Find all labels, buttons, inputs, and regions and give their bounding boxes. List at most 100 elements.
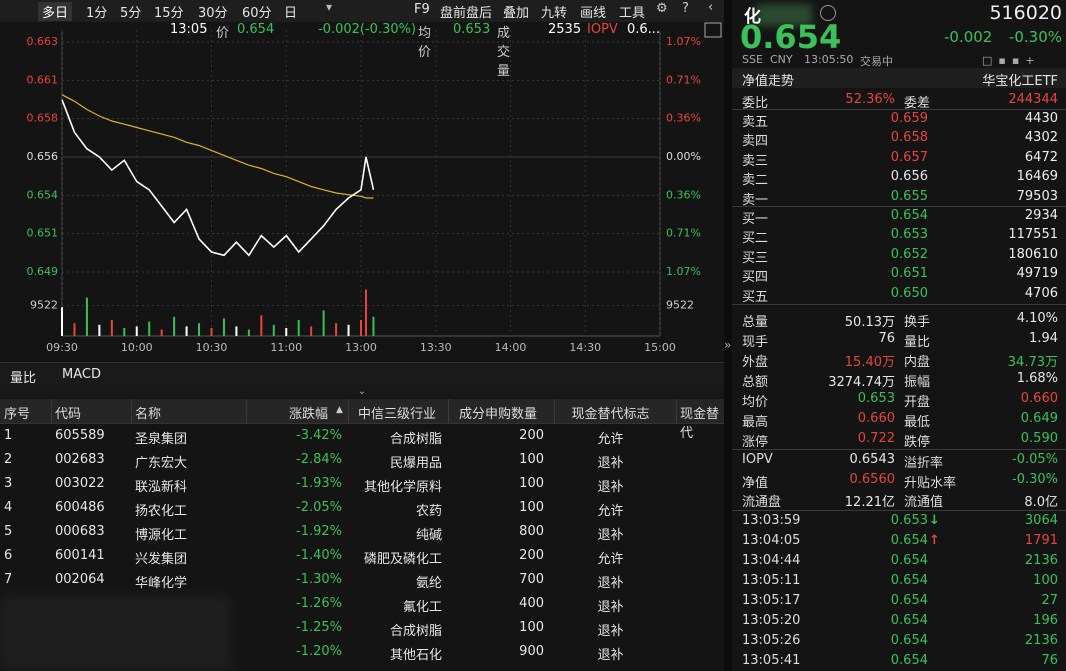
tool-button[interactable]: 工具 [619, 6, 646, 21]
table-cell: -2.84% [296, 452, 342, 467]
trade-time: 13:05:20 [742, 613, 801, 628]
order-book-row: 买四 0.651 49719 [732, 264, 1066, 285]
y2-tick-label: 0.36% [666, 111, 701, 124]
indicator-tab[interactable]: 量比 [10, 371, 37, 386]
stat-label: 跌停 [904, 435, 931, 450]
nav-tab[interactable]: 净值走势 [742, 74, 795, 89]
y-tick-label: 0.661 [27, 73, 59, 86]
table-cell: 圣泉集团 [135, 432, 188, 447]
panel-icons[interactable]: □▪▪+ [982, 54, 1041, 67]
x-tick-label: 13:00 [345, 341, 377, 354]
trade-row: 13:05:17 0.654 27 [732, 591, 1066, 611]
trade-price: 0.654 [890, 613, 928, 628]
table-header: 序号 代码 名称 涨跌幅 中信三级行业 成分申购数量 现金替代标志 现金替代 ▲ [0, 399, 724, 441]
tool-button[interactable]: 九转 [541, 6, 568, 21]
stat-value: 244344 [1008, 92, 1058, 107]
column-header[interactable]: 代码 [55, 407, 82, 422]
order-book-row: 买一 0.654 2934 [732, 206, 1066, 227]
trade-time: 13:05:11 [742, 573, 801, 588]
level-price: 0.656 [890, 169, 928, 185]
info-icon[interactable] [820, 5, 836, 21]
dropdown-icon[interactable]: ▾ [326, 0, 333, 14]
collapse-toggle[interactable]: ⌄ [0, 386, 724, 398]
column-header[interactable]: 现金替代 [680, 407, 720, 441]
period-tab[interactable]: 60分 [242, 6, 272, 21]
period-tab[interactable]: 30分 [198, 6, 228, 21]
column-header[interactable]: 现金替代标志 [571, 407, 650, 422]
x-tick-label: 14:30 [569, 341, 601, 354]
tool-button[interactable]: F9 [414, 2, 430, 17]
table-cell: 700 [519, 572, 544, 587]
trade-row: 13:05:26 0.654 2136 [732, 631, 1066, 651]
level-volume: 49719 [1016, 266, 1058, 282]
x-tick-label: 10:00 [121, 341, 153, 354]
stat-row: 最高 0.660 最低 0.649 [732, 409, 1066, 430]
table-cell: 200 [519, 548, 544, 563]
stat-value: 0.660 [1020, 391, 1058, 406]
stat-row: 现手 76 量比 1.94 [732, 329, 1066, 350]
trade-direction: ↓ [929, 513, 940, 528]
table-cell: 退补 [597, 480, 624, 495]
tool-button[interactable]: 叠加 [503, 6, 530, 21]
sort-icon[interactable]: ▲ [336, 405, 343, 415]
close-icon[interactable]: ‹ [708, 0, 714, 15]
trade-volume: 2136 [1024, 553, 1058, 568]
stat-value: 0.590 [1020, 431, 1058, 446]
x-tick-label: 14:00 [495, 341, 527, 354]
column-header[interactable]: 序号 [4, 407, 31, 422]
column-header[interactable]: 涨跌幅 [288, 407, 328, 422]
volume-bar [135, 326, 138, 336]
quote-avg: 0.653 [453, 22, 491, 37]
x-tick-label: 13:30 [420, 341, 452, 354]
period-tab[interactable]: 5分 [120, 6, 142, 21]
table-cell: 3 [4, 476, 13, 491]
quote-price-label: 价 [216, 26, 230, 41]
level-price: 0.657 [890, 149, 928, 165]
stat-label: 升贴水率 [904, 475, 957, 491]
volume-bar [247, 329, 250, 336]
table-cell: 100 [519, 476, 544, 491]
wp-icon[interactable] [704, 22, 722, 38]
table-cell: 氨纶 [415, 576, 442, 591]
column-header[interactable]: 中信三级行业 [357, 407, 436, 422]
help-icon[interactable]: ? [682, 1, 689, 16]
fund-name[interactable]: 华宝化工ETF [982, 74, 1058, 89]
stat-value: 0.722 [857, 431, 895, 446]
splitter[interactable]: » [724, 0, 732, 671]
period-tab[interactable]: 多日 [38, 2, 73, 21]
period-tab[interactable]: 15分 [154, 6, 184, 21]
period-tab[interactable]: 日 [284, 6, 298, 21]
y2-tick-label: 0.71% [666, 74, 701, 87]
stat-value: 0.649 [1020, 411, 1058, 426]
trade-volume: 76 [1041, 653, 1058, 668]
table-cell: 扬农化工 [135, 504, 188, 519]
quote-volume-label: 成交量 [497, 26, 511, 79]
stat-label: 开盘 [904, 395, 931, 410]
stat-row: IOPV 0.6543 溢折率 -0.05% [732, 450, 1066, 471]
separator [732, 449, 1066, 450]
level-label: 卖一 [742, 192, 769, 208]
column-divider [554, 399, 555, 423]
blurred-cells [0, 595, 230, 671]
table-cell: 华峰化学 [135, 576, 188, 591]
volume-bar [260, 315, 263, 336]
trade-row: 13:03:59 0.653 ↓ 3064 [732, 511, 1066, 531]
period-tab[interactable]: 1分 [86, 6, 108, 21]
settings-icon[interactable]: ⚙ [656, 1, 668, 16]
order-book-row: 买二 0.653 117551 [732, 225, 1066, 246]
table-cell: 002064 [55, 572, 105, 587]
column-header[interactable]: 名称 [135, 407, 162, 422]
toolbar: ▾ ⚙ ? ‹ 多日 1分 5分 15分 30分 60分日 F9 盘前盘后 叠加 九转 画线 工具 [0, 0, 724, 22]
indicator-tab[interactable]: MACD [62, 367, 101, 382]
tool-button[interactable]: 盘前盘后 [440, 6, 493, 21]
table-cell: -1.93% [296, 476, 342, 491]
volume-tick-label: 9522 [30, 299, 58, 312]
stat-row: 总额 3274.74万 振幅 1.68% [732, 369, 1066, 390]
stat-label: 最低 [904, 415, 931, 430]
indicator-tabs: 量比 MACD [0, 362, 724, 387]
stat-label: 现手 [742, 335, 769, 350]
level-price: 0.658 [890, 130, 928, 146]
tool-button[interactable]: 画线 [580, 6, 607, 21]
column-header[interactable]: 成分申购数量 [458, 407, 537, 422]
table-cell: 100 [519, 620, 544, 635]
